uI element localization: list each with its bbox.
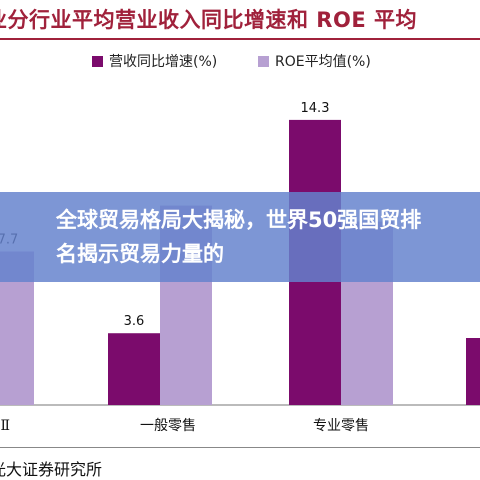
legend-swatch-roe [258,55,269,67]
chart-title: 业分行业平均营业收入同比增速和 ROE 平均 [0,0,480,38]
legend-item-revenue-growth: 营收同比增速(%) [92,51,217,71]
overlay-banner [0,192,480,282]
footer-rule [0,447,480,448]
legend: 营收同比增速(%) ROE平均值(%) [0,51,480,71]
title-rule [0,38,480,40]
data-label-revenue-growth-1: 3.6 [124,314,145,329]
overlay-banner-text: 全球贸易格局大揭秘，世界50强国贸排名揭示贸易力量的 [56,208,422,266]
category-label-1: 一般零售 [140,418,196,434]
bar-revenue-growth-edge [466,338,480,405]
legend-label-roe: ROE平均值(%) [275,54,371,70]
legend-item-roe: ROE平均值(%) [258,51,371,71]
data-label-revenue-growth-2: 14.3 [301,101,330,116]
category-label-2: 专业零售 [313,418,369,434]
chart-title-text: 业分行业平均营业收入同比增速和 ROE 平均 [0,8,417,32]
source-note: 光大证券研究所 [0,460,103,479]
bar-revenue-growth-1 [108,333,160,405]
legend-swatch-revenue-growth [92,55,103,67]
category-label-0: Ⅱ [0,418,10,434]
legend-label-revenue-growth: 营收同比增速(%) [109,54,218,70]
